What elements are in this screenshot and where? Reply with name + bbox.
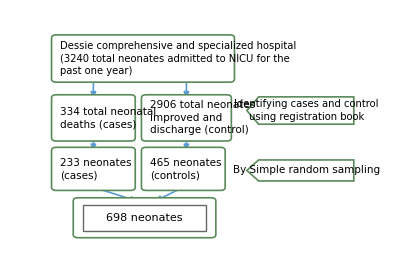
FancyBboxPatch shape (52, 147, 135, 191)
Text: 2906 total neonates
improved and
discharge (control): 2906 total neonates improved and dischar… (150, 100, 255, 135)
Text: 465 neonates
(controls): 465 neonates (controls) (150, 158, 221, 180)
FancyBboxPatch shape (142, 147, 225, 191)
Text: Dessie comprehensive and specialized hospital
(3240 total neonates admitted to N: Dessie comprehensive and specialized hos… (60, 41, 296, 76)
Text: Identifying cases and control
using registration book: Identifying cases and control using regi… (234, 99, 378, 122)
Polygon shape (247, 97, 354, 124)
Text: 334 total neonatal
deaths (cases): 334 total neonatal deaths (cases) (60, 107, 156, 129)
FancyBboxPatch shape (84, 205, 206, 231)
FancyBboxPatch shape (52, 95, 135, 141)
Text: 698 neonates: 698 neonates (106, 213, 183, 223)
FancyBboxPatch shape (142, 95, 231, 141)
FancyBboxPatch shape (52, 35, 234, 82)
Text: 233 neonates
(cases): 233 neonates (cases) (60, 158, 132, 180)
Text: By Simple random sampling: By Simple random sampling (233, 165, 380, 176)
FancyBboxPatch shape (73, 198, 216, 238)
Polygon shape (247, 160, 354, 181)
